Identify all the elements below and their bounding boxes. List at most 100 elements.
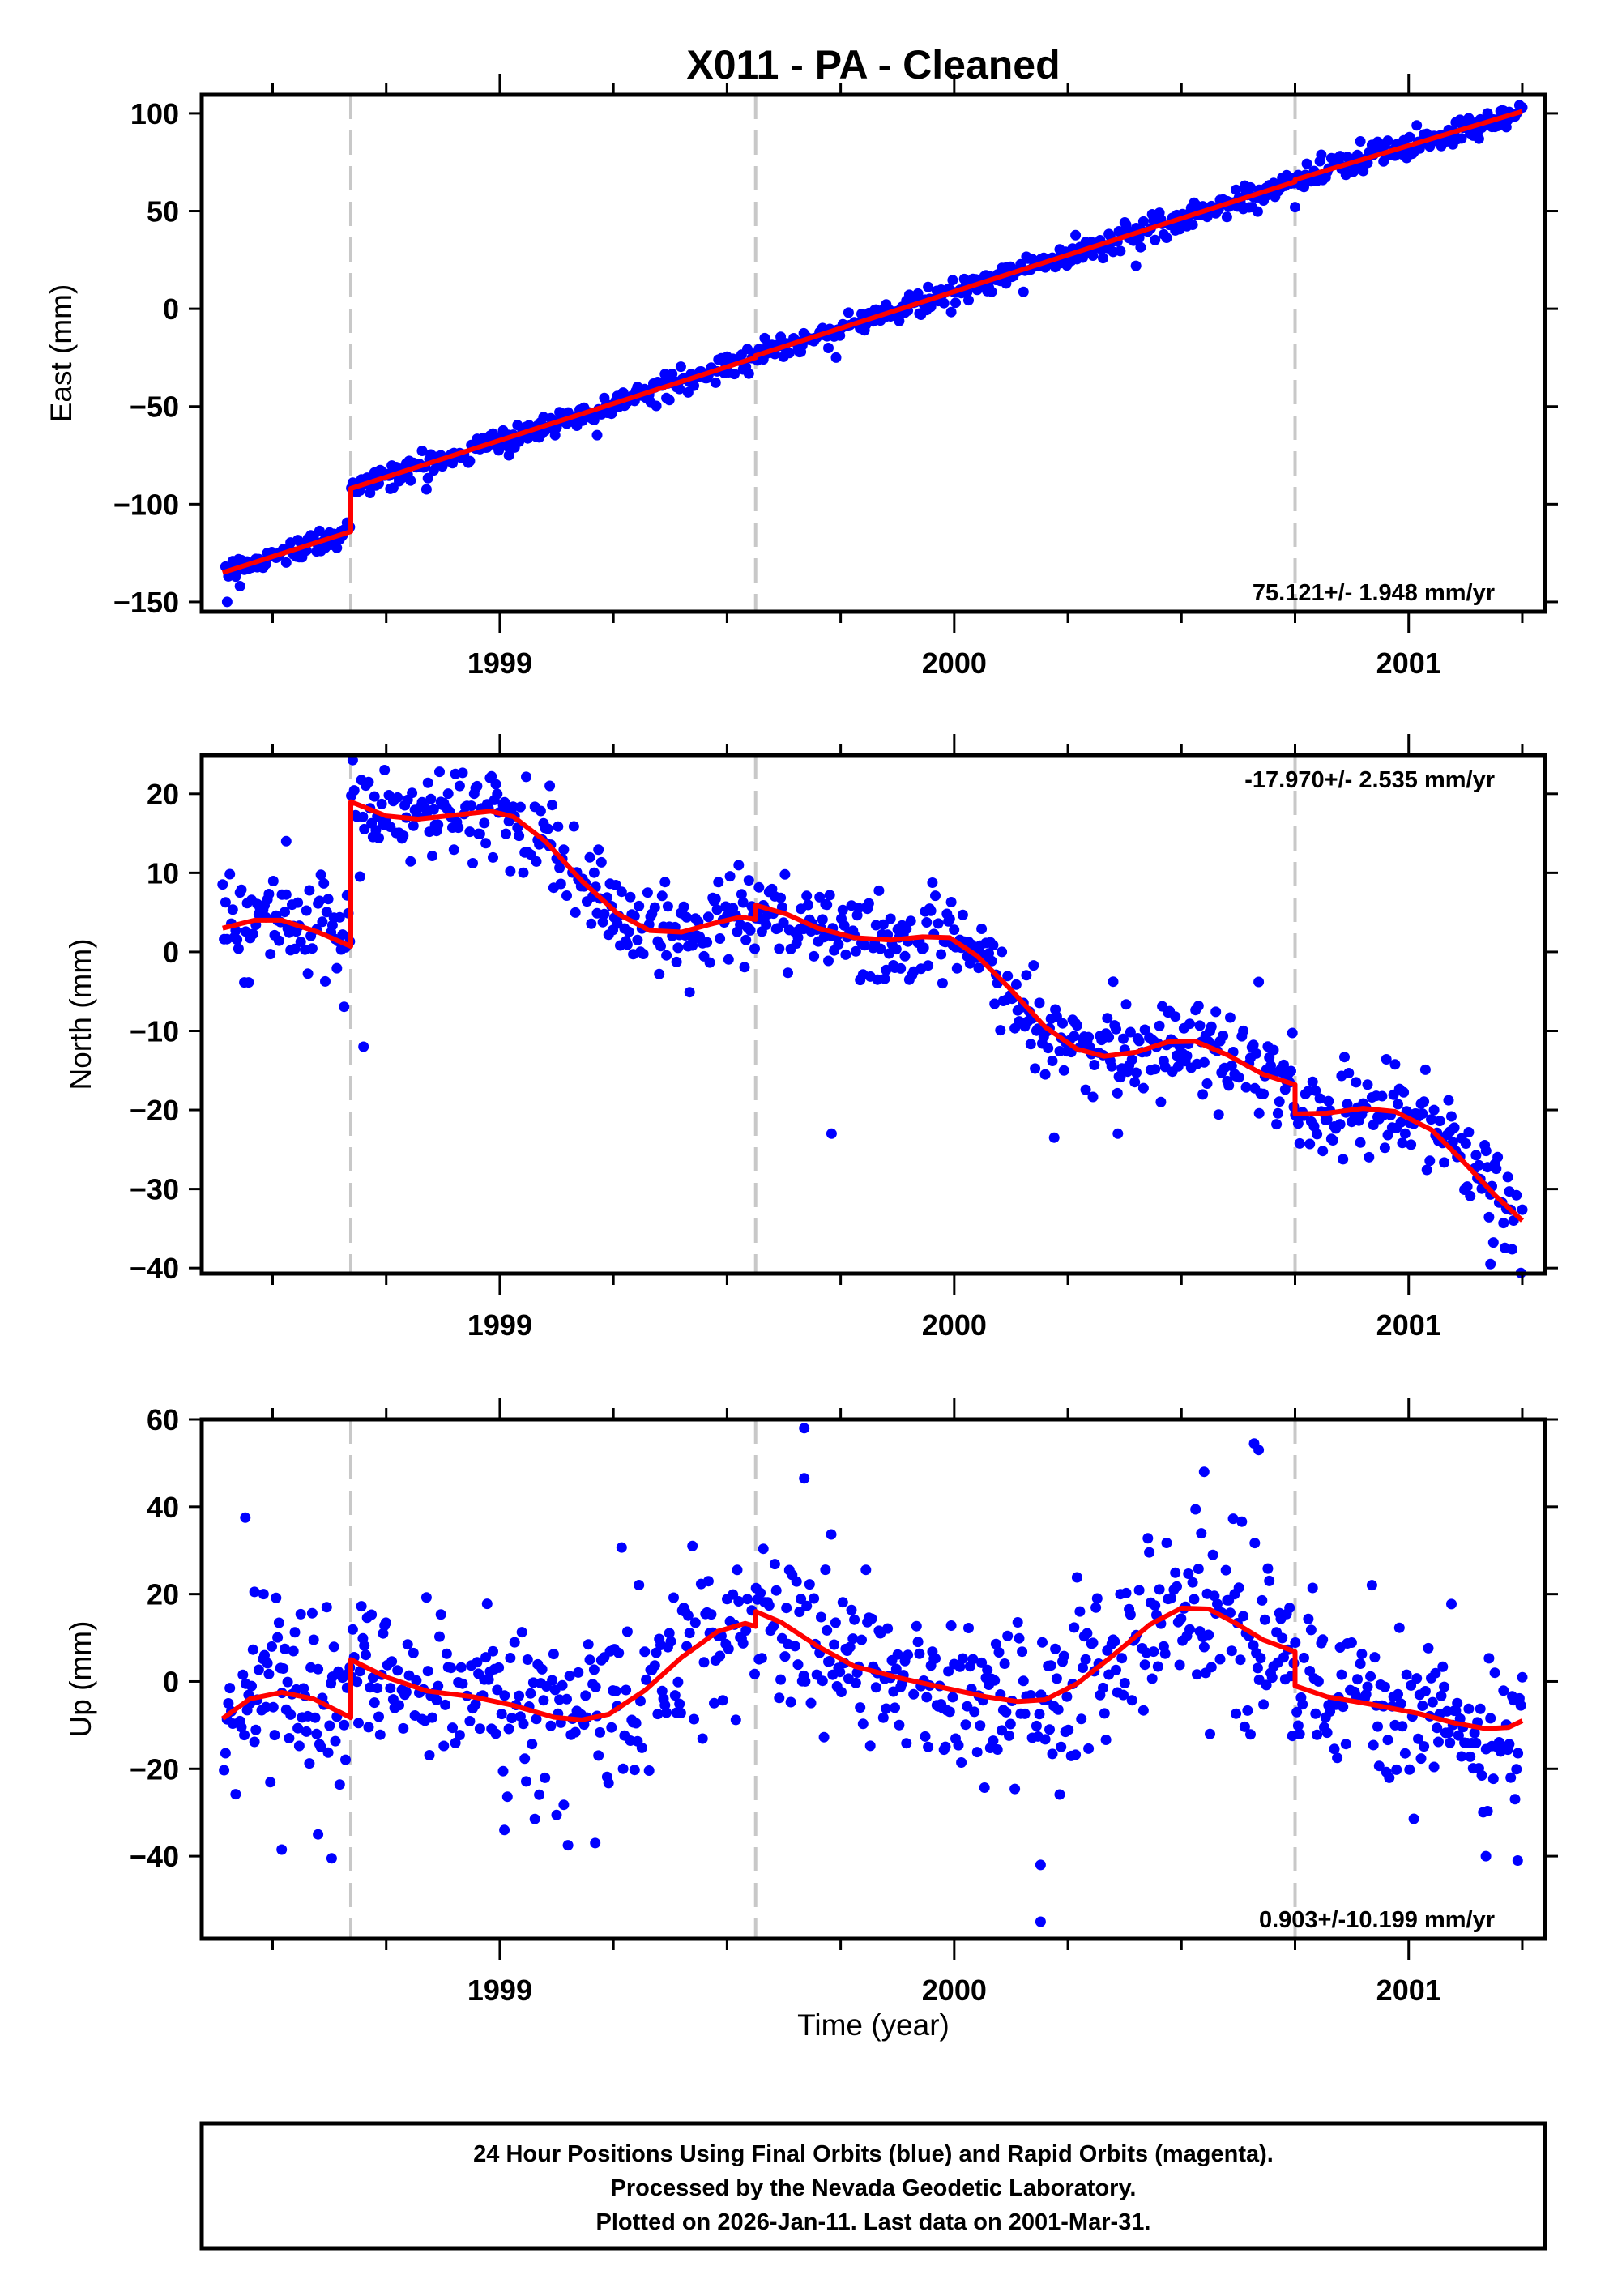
data-point [545,1720,557,1731]
data-point [1076,1713,1087,1725]
data-point [1206,1662,1217,1673]
data-point [661,1707,672,1718]
data-point [434,766,445,778]
data-point [317,916,328,928]
data-point [1118,1689,1129,1701]
data-point [702,1576,714,1587]
data-point [733,1596,745,1607]
data-point [466,800,477,812]
y-tick-label: 100 [130,97,179,130]
data-point [801,890,813,902]
data-point [809,1593,820,1604]
data-point [1004,1730,1014,1741]
east-y-tick-labels: 100 50 0 −50 −100 −150 [113,97,179,619]
data-point [1262,1563,1274,1574]
data-point [982,1664,993,1675]
data-point [671,956,682,967]
data-point [558,844,570,856]
data-point [1290,1637,1301,1648]
data-point [1513,1748,1524,1759]
data-point [1172,1581,1182,1592]
data-point [1225,1012,1236,1023]
data-point [969,1706,980,1718]
data-point [1369,1652,1381,1663]
data-point [551,1809,562,1820]
up-rate-label: 0.903+/-10.199 mm/yr [1259,1907,1495,1933]
data-point [247,1644,258,1655]
data-point [295,1608,306,1620]
data-point [1206,1021,1217,1032]
data-point [405,856,416,867]
data-point [1125,1609,1136,1620]
data-point [944,1706,955,1718]
data-point [481,1598,493,1610]
data-point [1184,1624,1195,1635]
data-point [785,1696,796,1708]
data-point [1197,1089,1209,1100]
data-point [755,1587,766,1598]
data-point [1231,184,1242,195]
data-point [427,1712,437,1723]
data-point [1393,1688,1403,1700]
x-tick-label: 2001 [1376,1308,1441,1342]
data-point-outlier [1035,1916,1046,1927]
data-point [843,307,854,318]
data-point [595,1726,605,1738]
data-point [1413,1733,1423,1744]
data-point [1395,1698,1406,1709]
data-point [555,878,566,890]
data-point [263,889,275,899]
data-point [227,904,238,915]
data-point [407,787,418,799]
data-point [1238,1611,1249,1622]
x-tick-label: 2000 [922,1974,987,2007]
data-point [1509,1794,1521,1805]
data-point [588,867,600,878]
data-point [1419,1096,1430,1107]
data-point [894,1719,905,1731]
data-point [246,1680,257,1692]
data-point [1437,1661,1449,1672]
data-point [945,306,957,318]
data-point-outlier [1198,1466,1210,1478]
data-point [1039,1734,1051,1745]
offset-lines [348,95,1297,612]
data-point-outlier [590,1837,601,1849]
data-point [1427,1696,1438,1708]
data-point [1379,1681,1390,1692]
data-point [1045,1660,1056,1671]
data-point [689,1713,699,1725]
data-point [651,400,662,412]
data-point [1426,1114,1436,1125]
data-point [330,1735,341,1747]
data-point [313,1663,324,1675]
data-point [483,1674,494,1685]
data-point [1272,1107,1283,1119]
data-point [1061,1691,1073,1702]
data-point [514,1690,525,1701]
data-point [521,771,531,783]
data-point [1100,1735,1112,1745]
data-point [1047,1056,1058,1066]
data-point [490,1728,501,1739]
y-tick-label: −50 [130,390,179,424]
data-point [672,1676,684,1688]
data-point [457,767,468,779]
data-point [870,1682,881,1693]
data-point [570,907,581,918]
data-point [1268,1044,1279,1056]
data-point [379,765,391,775]
data-point [1193,1564,1204,1574]
data-point [1342,1099,1353,1110]
north-x-tick-labels: 1999 2000 2001 [467,1308,1441,1342]
data-point [1463,1127,1475,1137]
data-point [1406,1139,1417,1150]
data-point [590,1681,601,1692]
data-point [995,1025,1006,1036]
data-point [1428,1761,1440,1773]
data-point [1491,1163,1502,1175]
data-point [1028,960,1039,971]
data-point [890,944,902,955]
data-point [506,1713,518,1724]
data-point [1133,1585,1145,1596]
